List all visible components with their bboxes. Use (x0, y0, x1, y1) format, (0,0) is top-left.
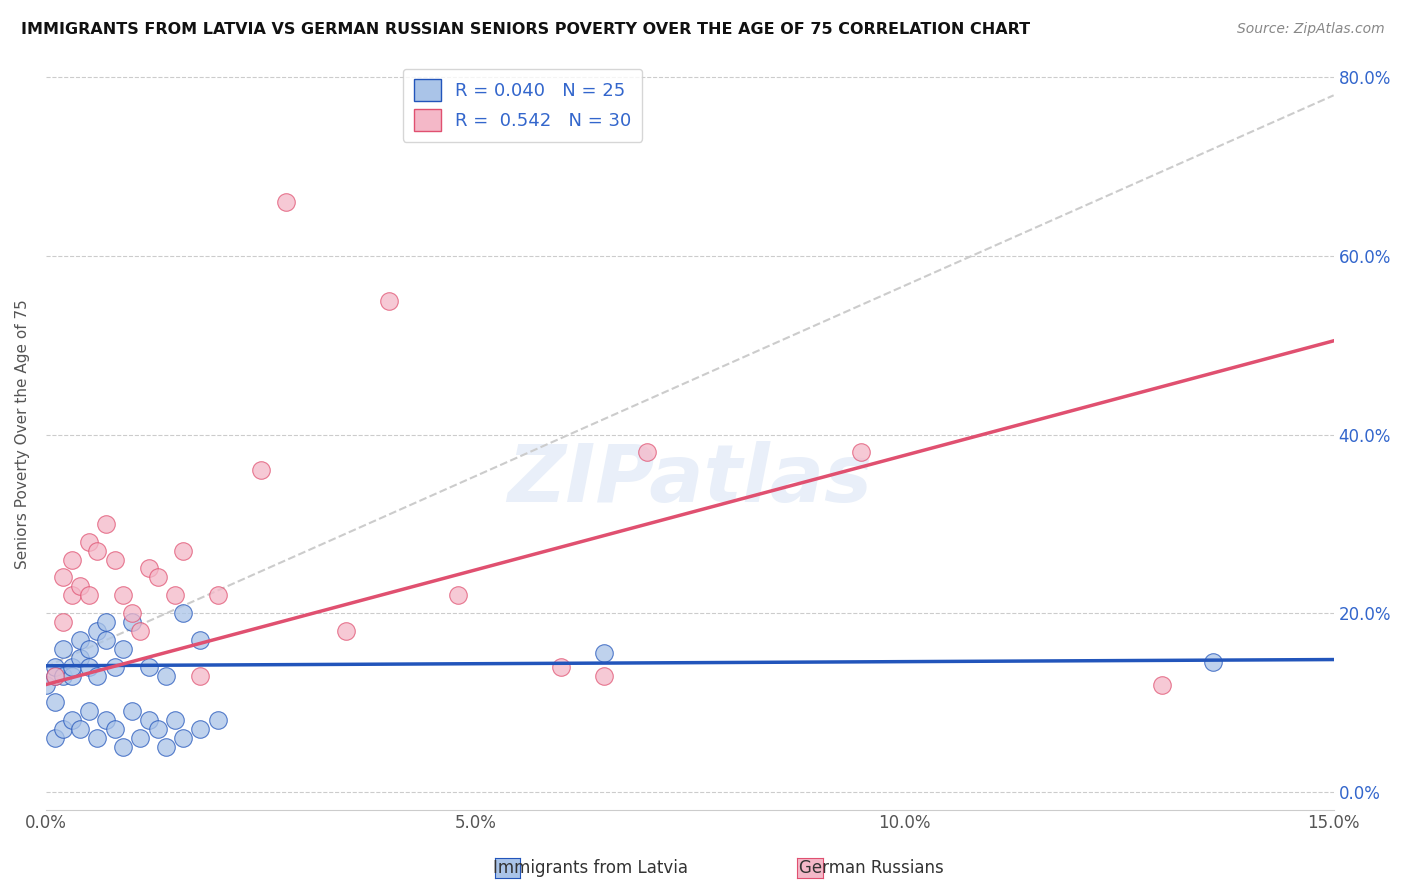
Point (52, 570, 75, 584)
Point (276, 195, 298, 210)
Point (60, 552, 83, 566)
Point (69, 632, 91, 647)
Point (129, 624, 152, 638)
Point (44, 659, 66, 673)
Point (52, 615, 75, 629)
Point (94, 516, 117, 531)
Point (138, 561, 160, 575)
Point (190, 668, 212, 682)
Point (69, 722, 91, 736)
Point (77, 588, 100, 602)
Point (146, 570, 169, 584)
Y-axis label: Seniors Poverty Over the Age of 75: Seniors Poverty Over the Age of 75 (15, 300, 30, 569)
Point (172, 606, 194, 620)
Point (94, 615, 117, 629)
Point (44, 668, 66, 682)
Point (77, 534, 100, 549)
Point (60, 713, 83, 727)
Point (94, 713, 117, 727)
Point (550, 659, 572, 673)
Text: German Russians: German Russians (800, 859, 943, 877)
Point (190, 632, 212, 647)
Point (44, 731, 66, 745)
Point (77, 704, 100, 718)
Point (163, 713, 186, 727)
Point (249, 463, 271, 477)
Point (104, 722, 127, 736)
Point (593, 646, 616, 660)
Text: Source: ZipAtlas.com: Source: ZipAtlas.com (1237, 22, 1385, 37)
Point (155, 739, 177, 754)
Point (112, 588, 135, 602)
Point (69, 579, 91, 593)
Point (190, 722, 212, 736)
Point (86, 543, 108, 558)
Point (52, 668, 75, 682)
Point (69, 650, 91, 665)
Point (121, 615, 143, 629)
Point (52, 641, 75, 656)
Point (163, 588, 186, 602)
Point (86, 624, 108, 638)
Legend: R = 0.040   N = 25, R =  0.542   N = 30: R = 0.040 N = 25, R = 0.542 N = 30 (402, 69, 643, 142)
Point (335, 624, 357, 638)
Point (112, 641, 135, 656)
Point (60, 588, 83, 602)
Point (447, 588, 470, 602)
Point (155, 668, 177, 682)
Point (94, 632, 117, 647)
Point (60, 668, 83, 682)
Text: IMMIGRANTS FROM LATVIA VS GERMAN RUSSIAN SENIORS POVERTY OVER THE AGE OF 75 CORR: IMMIGRANTS FROM LATVIA VS GERMAN RUSSIAN… (21, 22, 1031, 37)
Point (77, 641, 100, 656)
Point (77, 659, 100, 673)
Point (112, 739, 135, 754)
Point (121, 606, 143, 620)
Point (129, 731, 152, 745)
Point (104, 552, 127, 566)
Point (207, 713, 229, 727)
Point (172, 731, 194, 745)
Point (44, 668, 66, 682)
Point (60, 659, 83, 673)
Point (1202, 655, 1225, 669)
Point (1150, 677, 1173, 691)
Point (138, 659, 160, 673)
Point (35, 677, 58, 691)
Point (121, 704, 143, 718)
Point (851, 445, 873, 459)
Point (86, 668, 108, 682)
Point (207, 588, 229, 602)
Point (593, 668, 616, 682)
Point (138, 713, 160, 727)
Point (104, 659, 127, 673)
Text: ZIPatlas: ZIPatlas (508, 441, 872, 518)
Point (378, 293, 401, 308)
Point (52, 722, 75, 736)
Point (44, 695, 66, 709)
Point (636, 445, 658, 459)
Point (172, 543, 194, 558)
Point (146, 722, 169, 736)
Text: Immigrants from Latvia: Immigrants from Latvia (494, 859, 688, 877)
Point (86, 731, 108, 745)
